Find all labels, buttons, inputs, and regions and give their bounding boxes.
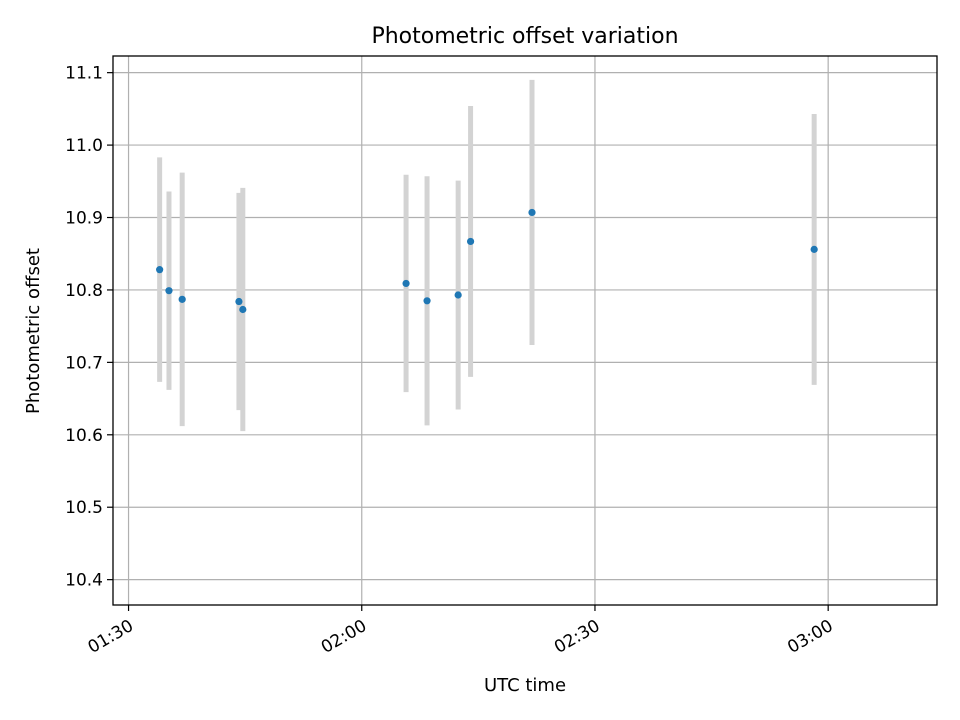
y-tick-label: 10.7 (65, 353, 103, 373)
x-axis-label: UTC time (484, 675, 566, 696)
data-point (466, 237, 475, 246)
chart-title: Photometric offset variation (371, 24, 678, 49)
data-point (235, 297, 243, 306)
data-point (402, 279, 410, 288)
y-axis-label: Photometric offset (23, 248, 44, 414)
y-tick-label: 10.6 (65, 426, 103, 446)
data-point (528, 208, 536, 217)
y-tick-label: 11.1 (65, 64, 103, 84)
plot-frame (112, 55, 938, 606)
data-point (810, 245, 818, 253)
data-point (156, 266, 164, 274)
x-tick-label: 03:00 (784, 616, 836, 658)
data-point (423, 297, 431, 305)
plot-background (113, 56, 937, 605)
data-point (454, 291, 462, 299)
data-points (156, 208, 818, 314)
grid-lines (113, 56, 937, 605)
data-point (239, 305, 247, 314)
y-tick-label: 10.9 (65, 209, 103, 229)
data-point (165, 287, 173, 295)
x-tick-label: 01:30 (85, 616, 137, 658)
y-tick-label: 10.8 (65, 281, 103, 301)
data-point (178, 295, 186, 303)
y-tick-label: 10.5 (65, 498, 103, 518)
y-tick-label: 11.0 (65, 136, 103, 156)
x-tick-label: 02:30 (551, 616, 603, 658)
y-tick-label: 10.4 (65, 571, 103, 591)
x-tick-label: 02:00 (318, 616, 370, 658)
